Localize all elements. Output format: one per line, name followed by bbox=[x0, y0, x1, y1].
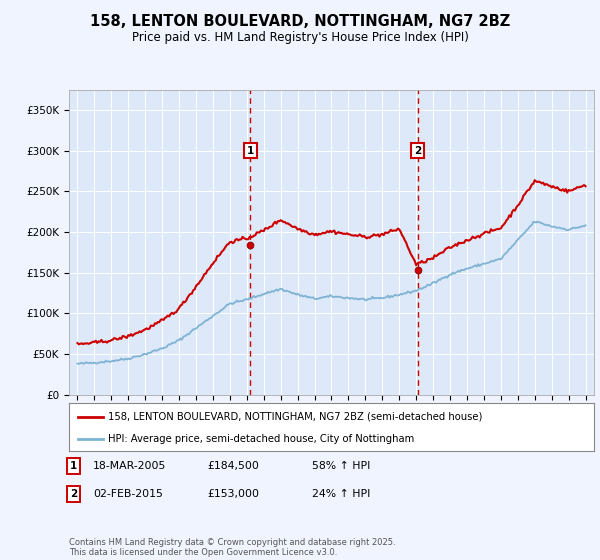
Text: 1: 1 bbox=[70, 461, 77, 471]
Text: 1: 1 bbox=[247, 146, 254, 156]
Text: 2: 2 bbox=[70, 489, 77, 499]
Text: 158, LENTON BOULEVARD, NOTTINGHAM, NG7 2BZ: 158, LENTON BOULEVARD, NOTTINGHAM, NG7 2… bbox=[90, 14, 510, 29]
Text: 158, LENTON BOULEVARD, NOTTINGHAM, NG7 2BZ (semi-detached house): 158, LENTON BOULEVARD, NOTTINGHAM, NG7 2… bbox=[109, 412, 483, 422]
Text: £184,500: £184,500 bbox=[207, 461, 259, 471]
Text: HPI: Average price, semi-detached house, City of Nottingham: HPI: Average price, semi-detached house,… bbox=[109, 434, 415, 444]
Text: 02-FEB-2015: 02-FEB-2015 bbox=[93, 489, 163, 499]
Text: 58% ↑ HPI: 58% ↑ HPI bbox=[312, 461, 370, 471]
Text: 2: 2 bbox=[414, 146, 421, 156]
Text: 24% ↑ HPI: 24% ↑ HPI bbox=[312, 489, 370, 499]
Text: Contains HM Land Registry data © Crown copyright and database right 2025.
This d: Contains HM Land Registry data © Crown c… bbox=[69, 538, 395, 557]
Text: Price paid vs. HM Land Registry's House Price Index (HPI): Price paid vs. HM Land Registry's House … bbox=[131, 31, 469, 44]
Text: £153,000: £153,000 bbox=[207, 489, 259, 499]
Text: 18-MAR-2005: 18-MAR-2005 bbox=[93, 461, 166, 471]
